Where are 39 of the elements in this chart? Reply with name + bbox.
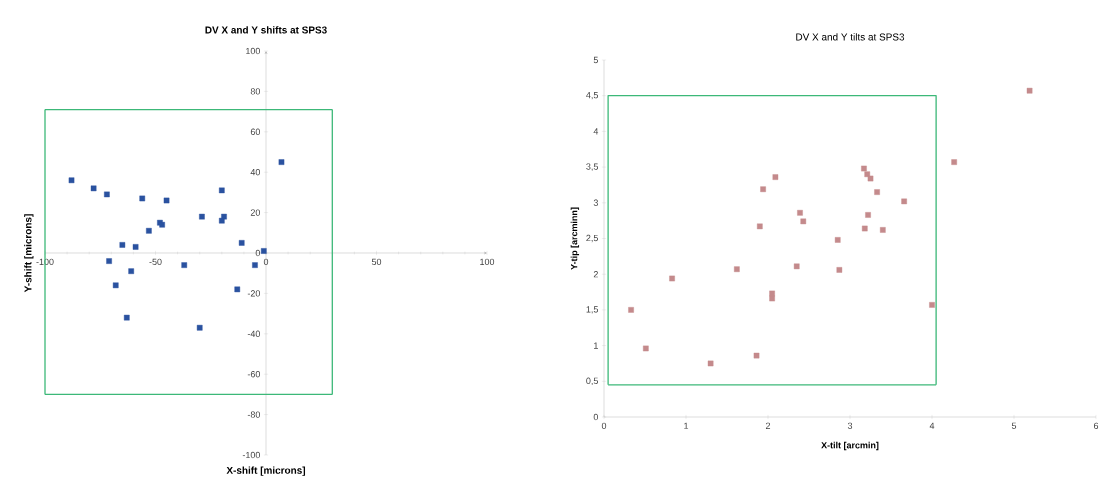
- y-tick-label: 5: [593, 56, 598, 64]
- y-tick-label: 20: [250, 209, 261, 216]
- y-tick-label: 3: [593, 199, 598, 206]
- y-tick-label: 100: [246, 47, 261, 55]
- y-tick-label: -100: [242, 451, 261, 459]
- y-axis-title: Y-shift [microns]: [24, 214, 34, 293]
- x-tick-label: 2: [765, 422, 771, 429]
- y-tick-label: 1: [594, 342, 598, 349]
- x-tick-label: 3: [847, 422, 853, 429]
- y-tick-label: 4: [593, 128, 599, 135]
- y-axis-title: Y-tip [arcminn]: [570, 207, 580, 270]
- y-tick-label: 0: [593, 413, 599, 421]
- x-tick-label: 50: [371, 258, 382, 265]
- y-tick-label: 80: [250, 88, 261, 95]
- y-tick-label: 40: [250, 169, 261, 176]
- y-tick-label: -20: [247, 290, 261, 297]
- y-tick-label: -60: [247, 371, 261, 378]
- x-axis-title: X-shift [microns]: [226, 466, 306, 476]
- y-tick-label: 2,5: [586, 234, 598, 243]
- x-tick-label: 4: [929, 422, 935, 429]
- x-tick-label: 1: [684, 422, 689, 429]
- y-tick-label: 0,5: [586, 377, 598, 385]
- y-tick-label: 1,5: [586, 306, 598, 314]
- y-tick-label: -80: [247, 411, 261, 418]
- y-tick-label: 0: [255, 249, 261, 257]
- y-tick-label: 60: [250, 128, 261, 135]
- y-tick-label: -40: [247, 330, 261, 337]
- x-tick-label: -50: [149, 258, 162, 265]
- y-tick-label: 3,5: [586, 163, 598, 171]
- y-tick-label: 4,5: [586, 92, 598, 100]
- x-tick-label: 5: [1011, 422, 1017, 429]
- x-tick-label: 0: [263, 258, 269, 265]
- y-tick-label: 2: [593, 271, 598, 278]
- x-axis-title: X-tilt [arcmin]: [821, 441, 879, 451]
- x-tick-label: 100: [480, 258, 495, 265]
- chart-title: DV X and Y shifts at SPS3: [205, 26, 327, 34]
- x-tick-label: 0: [601, 422, 607, 429]
- chart-title: DV X and Y tilts at SPS3: [796, 33, 905, 41]
- x-tick-label: 6: [1093, 422, 1099, 429]
